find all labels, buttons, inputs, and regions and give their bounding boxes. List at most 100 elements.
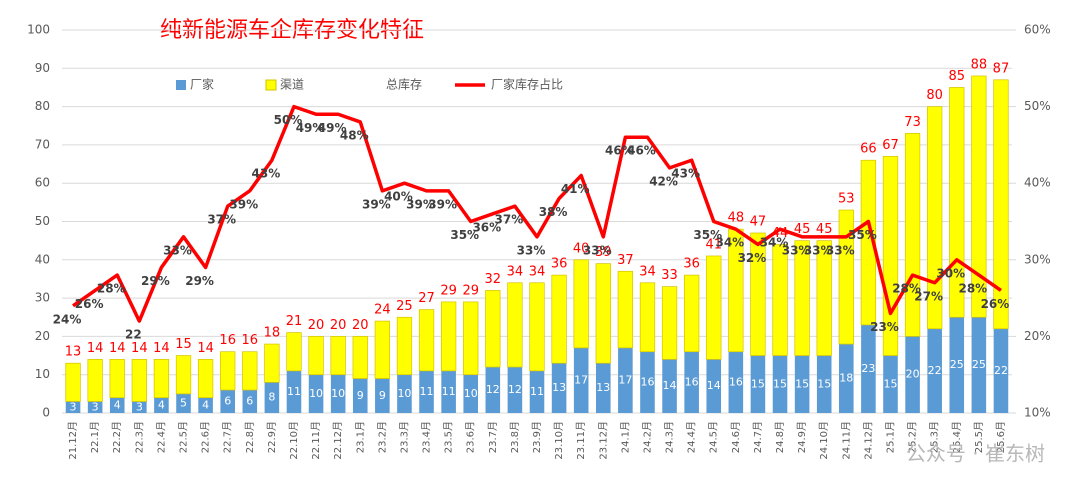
line-value-label: 28% [97,282,126,296]
total-label: 34 [507,264,524,279]
bar-segment [728,351,744,413]
bar-segment [684,351,699,413]
x-tick-label: 22.8月 [244,421,256,453]
bar-segment [595,263,611,364]
bar-segment [65,362,81,402]
total-label: 36 [551,257,568,272]
bar-value-label: 4 [202,398,209,411]
bar-value-label: 16 [729,375,743,388]
line-value-label: 32% [738,251,767,265]
bar-segment [993,79,1009,330]
line-value-label: 33% [163,243,192,257]
line-value-label: 33% [804,243,833,257]
bar-segment [883,355,898,413]
bar-segment [242,390,258,413]
bar-value-label: 8 [268,391,275,404]
y-tick-label: 50 [35,214,50,228]
x-tick-label: 22.1月 [89,421,101,453]
x-tick-label: 24.2月 [641,421,653,453]
y-tick-label: 30 [35,291,50,305]
bar-segment [131,359,147,402]
bar-value-label: 15 [773,377,787,390]
bar-value-label: 9 [357,389,364,402]
total-label: 32 [485,272,502,287]
line-value-label: 24% [53,312,82,326]
total-label: 88 [971,57,988,72]
total-label: 15 [175,337,192,352]
bar-value-label: 12 [486,383,500,396]
bar-segment [485,290,501,368]
bar-segment [640,351,655,413]
x-tick-label: 22.10月 [288,421,300,460]
bar-segment [286,332,302,372]
bar-segment [949,317,965,413]
bar-segment [507,367,523,413]
bar-value-label: 15 [883,377,897,390]
bar-segment [197,359,214,399]
x-tick-label: 24.8月 [774,421,786,453]
line-value-label: 29% [185,274,214,288]
total-label: 21 [286,314,303,329]
bar-value-label: 16 [640,375,654,388]
x-tick-label: 21.12月 [67,421,79,460]
bar-segment [573,259,589,349]
line-value-label: 33% [782,243,811,257]
bar-value-label: 15 [751,377,765,390]
x-tick-label: 24.11月 [840,421,852,460]
bar-segment [927,328,942,413]
bar-segment [286,370,302,413]
x-tick-label: 25.5月 [973,421,985,453]
bar-segment [352,378,368,413]
y2-tick-label: 60% [1024,23,1051,37]
bar-segment [87,401,103,413]
total-label: 40 [573,241,590,256]
x-tick-label: 25.4月 [951,421,963,453]
bar-value-label: 20 [906,368,920,381]
total-label: 53 [838,192,855,207]
bar-value-label: 10 [464,387,478,400]
bar-segment [264,382,280,413]
bar-segment [750,355,766,413]
line-value-label: 26% [981,297,1010,311]
bar-segment [308,374,324,413]
bar-segment [374,320,390,379]
bar-value-label: 16 [685,375,699,388]
x-tick-label: 22.9月 [266,421,278,453]
x-tick-label: 24.9月 [796,421,808,453]
total-label: 20 [330,318,347,333]
total-label: 14 [153,341,170,356]
bar-segment [154,397,169,413]
total-label: 48 [728,211,745,226]
x-tick-label: 23.7月 [487,421,499,453]
line-value-label: 33% [826,243,855,257]
x-tick-label: 24.12月 [862,421,874,460]
bar-segment [949,87,965,318]
bar-segment [529,370,545,413]
bar-segment [904,133,921,337]
line-value-label: 38% [539,205,568,219]
line-value-label: 23% [870,320,899,334]
bar-segment [684,274,700,353]
bar-value-label: 5 [180,396,187,409]
legend-label: 厂家 [190,77,214,92]
bar-segment [595,363,611,413]
x-tick-label: 23.4月 [421,421,433,453]
x-tick-label: 24.10月 [818,421,830,460]
bar-value-label: 6 [224,395,231,408]
line-value-label: 41% [561,182,590,196]
x-tick-label: 22.6月 [200,421,212,453]
y2-tick-label: 20% [1024,329,1051,343]
line-value-label: 46% [605,144,634,158]
line-value-label: 49% [296,121,325,135]
total-label: 27 [418,291,435,306]
bar-segment [65,401,81,413]
bar-segment [330,374,346,413]
y-tick-label: 0 [42,406,50,420]
bar-segment [198,397,213,413]
bar-value-label: 4 [158,398,165,411]
y-tick-label: 70 [35,137,50,151]
bar-value-label: 15 [817,377,831,390]
bar-segment [861,324,876,413]
bar-value-label: 3 [70,400,77,413]
total-label: 14 [131,341,148,356]
